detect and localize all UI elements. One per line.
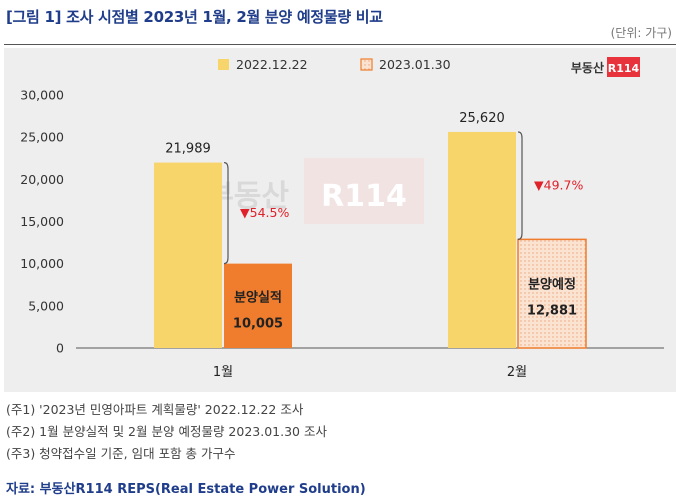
bar-2022.12.22 [448,131,516,348]
legend: 2022.12.22 2023.01.30 [218,57,451,72]
source-line: 자료: 부동산R114 REPS(Real Estate Power Solut… [6,482,366,497]
y-tick-label: 25,000 [20,130,64,145]
y-tick-label: 15,000 [20,214,64,229]
legend-swatch [360,58,373,71]
chart-title: [그림 1] 조사 시점별 2023년 1월, 2월 분양 예정물량 비교 [6,8,383,26]
y-tick-label: 20,000 [20,172,64,187]
x-category-label: 1월 [213,365,233,380]
change-bracket [517,131,523,240]
footnotes: (주1) '2023년 민영아파트 계획물량' 2022.12.22 조사 (주… [6,399,327,465]
logo-badge-text: R114 [608,62,640,75]
title-divider [4,44,676,45]
watermark: 부동산 R114 [206,158,424,224]
y-tick-label: 0 [56,341,64,356]
bar-value-label: 21,989 [165,142,211,157]
bar-inside-value: 10,005 [233,317,283,332]
watermark-badge-text: R114 [321,179,407,214]
logo-badge [607,57,640,77]
footnote: (주3) 청약접수일 기준, 임대 포함 총 가구수 [6,446,236,461]
bars [154,131,587,349]
chart-panel: 부동산 R114 2022.12.22 2023.01.30 부동산 R114 0 5,… [4,48,676,392]
data-labels: 21,989 분양실적 10,005 ▼54.5% 1월 25,620 분양예정 12,881… [165,111,583,380]
bar-inside-title: 분양예정 [528,276,576,292]
legend-label: 2023.01.30 [379,57,451,72]
bar-chart: 부동산 R114 2022.12.22 2023.01.30 부동산 R114 05,… [20,57,664,380]
bar-inside-title: 분양실적 [234,290,282,306]
logo-text: 부동산 [571,60,604,75]
y-tick-label: 30,000 [20,88,64,103]
change-label: ▼54.5% [240,205,289,220]
bar-2023.01.30 [517,238,587,349]
legend-label: 2022.12.22 [236,57,308,72]
footnote: (주2) 1월 분양실적 및 2월 분양 예정물량 2023.01.30 조사 [6,424,327,439]
legend-swatch [218,59,229,70]
change-label: ▼49.7% [534,178,583,193]
footnote: (주1) '2023년 민영아파트 계획물량' 2022.12.22 조사 [6,402,304,417]
watermark-badge [304,158,424,224]
logo: 부동산 R114 [571,57,640,77]
change-bracket [223,161,229,265]
x-category-label: 2월 [507,365,527,380]
y-tick-label: 10,000 [20,256,64,271]
y-tick-label: 5,000 [28,298,64,313]
unit-label: (단위: 가구) [610,26,672,40]
bar-inside-value: 12,881 [527,303,577,318]
bar-2022.12.22 [154,162,222,348]
bar-2023.01.30 [224,263,292,348]
bar-value-label: 25,620 [459,111,505,126]
title-bar: [그림 1] 조사 시점별 2023년 1월, 2월 분양 예정물량 비교 (단… [0,0,680,44]
